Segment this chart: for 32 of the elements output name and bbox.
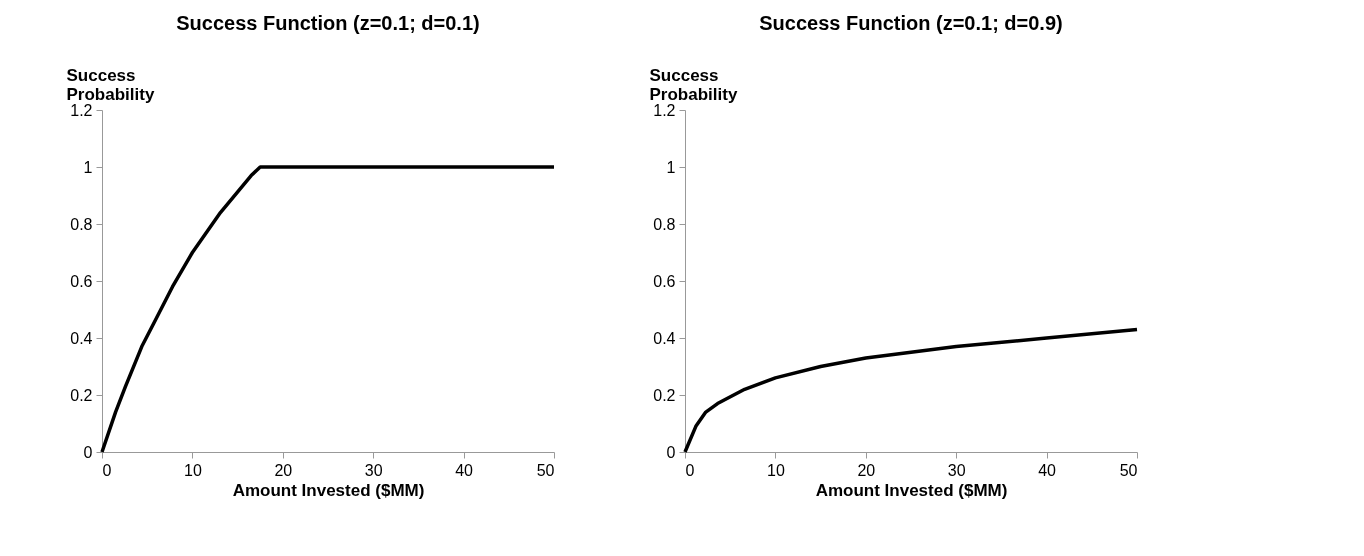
- x-tick-label: 10: [184, 461, 202, 479]
- y-tick-label: 0.4: [653, 329, 676, 347]
- x-tick-label: 10: [767, 461, 785, 479]
- y-tick-label: 1.2: [70, 101, 93, 119]
- y-tick-label: 0: [83, 443, 93, 461]
- y-tick-label: 0: [666, 443, 676, 461]
- x-tick-label: 40: [1038, 461, 1057, 479]
- chart-title: Success Function (z=0.1; d=0.9): [759, 12, 1063, 34]
- y-axis-title: Success Probability: [649, 65, 738, 104]
- y-tick-label: 1: [83, 158, 93, 176]
- y-tick-label: 0.6: [70, 272, 93, 290]
- x-tick-label: 50: [536, 461, 555, 479]
- y-tick-label: 0.2: [653, 386, 676, 404]
- chart-title: Success Function (z=0.1; d=0.1): [176, 12, 480, 34]
- y-tick-label: 0.6: [653, 272, 676, 290]
- y-axis-title: Success Probability: [66, 65, 155, 104]
- x-tick-label: 50: [1119, 461, 1138, 479]
- x-tick-label: 0: [102, 461, 112, 479]
- x-axis-title: Amount Invested ($MM): [815, 480, 1008, 500]
- x-tick-label: 30: [364, 461, 383, 479]
- y-tick-label: 0.8: [653, 215, 676, 233]
- x-axis-title: Amount Invested ($MM): [232, 480, 425, 500]
- x-tick-label: 20: [857, 461, 876, 479]
- y-tick-label: 0.8: [70, 215, 93, 233]
- x-tick-label: 20: [274, 461, 293, 479]
- x-tick-label: 40: [455, 461, 474, 479]
- y-tick-label: 1: [666, 158, 676, 176]
- x-tick-label: 30: [947, 461, 966, 479]
- y-tick-label: 0.2: [70, 386, 93, 404]
- x-tick-label: 0: [685, 461, 695, 479]
- y-tick-label: 1.2: [653, 101, 676, 119]
- y-tick-label: 0.4: [70, 329, 93, 347]
